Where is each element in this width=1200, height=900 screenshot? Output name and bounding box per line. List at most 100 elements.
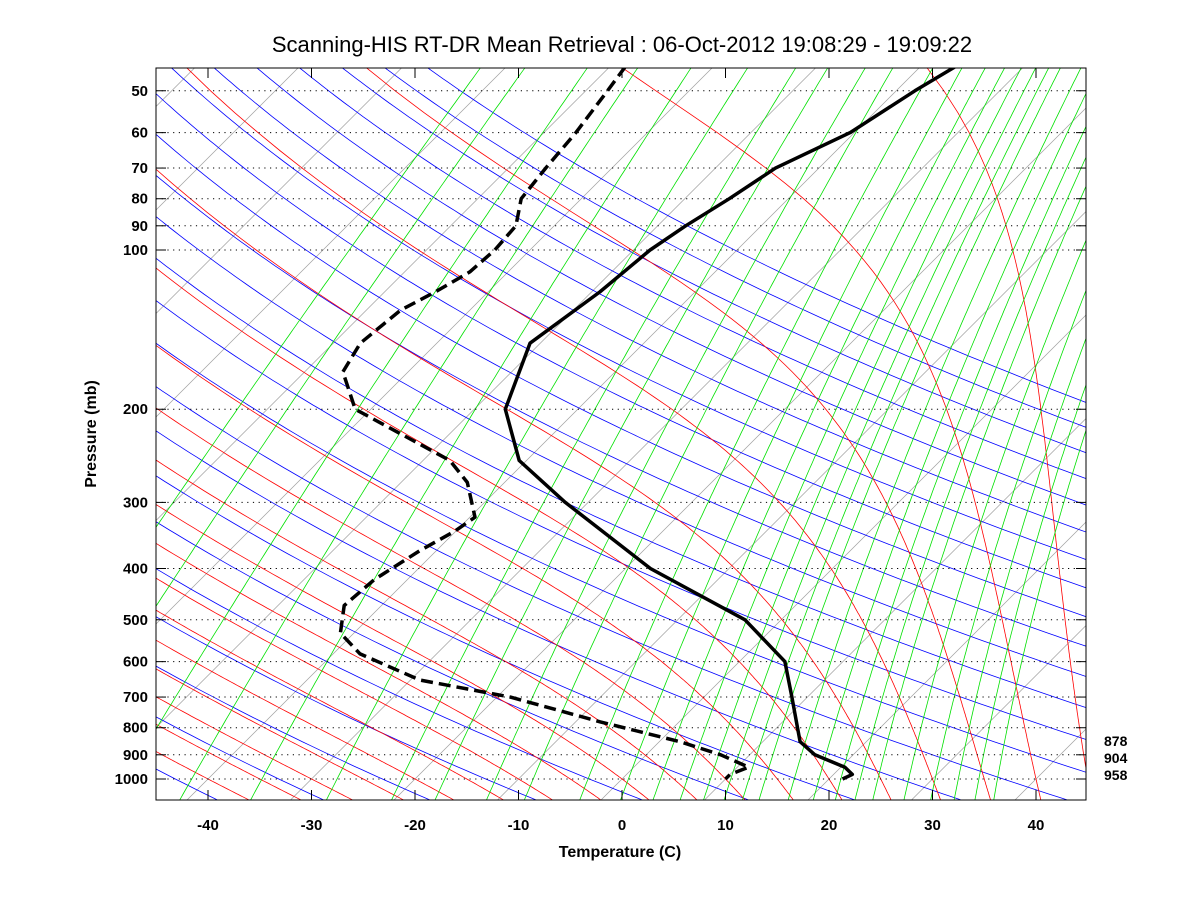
dry-adiabat-line xyxy=(156,521,750,800)
y-tick-label: 50 xyxy=(131,83,148,100)
side-level-label: 878 xyxy=(1104,733,1128,749)
x-tick-label: -40 xyxy=(197,817,219,834)
moist-adiabat-line xyxy=(1181,67,1200,801)
plot-frame xyxy=(155,67,1087,801)
mixing-ratio-line xyxy=(993,429,1086,800)
isotherm-line xyxy=(600,314,1086,800)
mixing-ratio-line xyxy=(974,383,1086,800)
moist-adiabat-line xyxy=(156,609,505,800)
mixing-ratio-line xyxy=(787,68,1082,800)
dry-adiabat-line xyxy=(299,68,1086,480)
mixing-ratio-line xyxy=(156,68,481,528)
moist-adiabat-line xyxy=(156,668,405,800)
mixing-ratio-line xyxy=(523,68,894,800)
isotherm-line xyxy=(911,625,1086,800)
isotherm-line xyxy=(156,68,609,521)
dry-adiabat-line xyxy=(156,475,857,800)
mixing-ratio-line xyxy=(872,185,1086,800)
dry-adiabat-line xyxy=(256,68,1086,506)
axis-ticks: 5060708090100200300400500600700800900100… xyxy=(115,68,1086,834)
x-tick-label: -20 xyxy=(404,817,426,834)
isotherm-line xyxy=(156,68,299,211)
y-tick-label: 700 xyxy=(123,689,148,706)
moist-adiabat-line xyxy=(156,168,892,800)
y-tick-label: 300 xyxy=(123,494,148,511)
moist-adiabat-line xyxy=(156,751,250,800)
isotherm-line xyxy=(393,107,1086,800)
y-tick-label: 800 xyxy=(123,720,148,737)
mixing-ratio-line xyxy=(903,239,1086,800)
moist-adiabat-line xyxy=(156,723,302,800)
pressure-gridlines xyxy=(156,90,1086,780)
dry-adiabat-line xyxy=(156,430,963,800)
y-tick-label: 90 xyxy=(131,218,148,235)
mixing-ratio-line xyxy=(391,68,797,800)
y-tick-label: 900 xyxy=(123,747,148,764)
mixing-ratio-line xyxy=(179,68,639,800)
dry-adiabat-line xyxy=(156,342,1086,773)
dry-adiabat-line xyxy=(156,768,219,800)
mixing-ratio-line xyxy=(854,156,1086,800)
x-tick-label: 10 xyxy=(717,817,734,834)
mixing-ratio-line xyxy=(723,68,1037,800)
dry-adiabat-line xyxy=(213,68,1086,533)
dry-adiabat-line xyxy=(156,386,1069,800)
mixing-ratio-line xyxy=(579,68,934,800)
moist-adiabat-line xyxy=(156,639,455,800)
mixing-ratio-line xyxy=(325,68,749,800)
moist-adiabat-line xyxy=(926,68,1086,771)
moist-adiabat-line xyxy=(156,504,650,800)
moist-adiabat-line xyxy=(186,68,941,800)
isotherm-line xyxy=(0,40,120,801)
mixing-ratio-line xyxy=(620,68,963,800)
y-tick-label: 500 xyxy=(123,612,148,629)
moist-adiabat-line xyxy=(156,344,794,800)
mixing-ratio-line xyxy=(758,68,1061,800)
moist-adiabat-line xyxy=(156,459,698,800)
mixing-ratio-line xyxy=(953,337,1086,800)
x-tick-label: -10 xyxy=(508,817,530,834)
side-level-label: 958 xyxy=(1104,767,1128,783)
moist-adiabat-line xyxy=(156,542,602,800)
isotherm-line xyxy=(704,418,1086,800)
dry-adiabat-line xyxy=(156,300,1086,740)
moist-adiabat-line xyxy=(156,696,354,800)
dry-adiabat-line xyxy=(341,68,1086,454)
y-tick-label: 1000 xyxy=(115,771,148,788)
dry-adiabat-line xyxy=(156,665,431,800)
dry-adiabat-line xyxy=(427,68,1086,403)
dry-adiabat-line xyxy=(156,133,1086,618)
x-tick-label: 0 xyxy=(618,817,626,834)
y-tick-label: 100 xyxy=(123,242,148,259)
x-tick-label: 40 xyxy=(1028,817,1045,834)
isotherm-line xyxy=(156,68,402,314)
moist-adiabat-line xyxy=(156,407,746,800)
mixing-ratio-line xyxy=(741,68,1050,800)
isotherm-line xyxy=(156,68,816,728)
mixing-ratio-line xyxy=(250,68,692,800)
isotherm-line xyxy=(156,68,506,418)
x-tick-label: -30 xyxy=(301,817,323,834)
dry-adiabat-line xyxy=(156,716,325,800)
dry-adiabat-line xyxy=(171,68,1086,560)
dry-adiabat-line xyxy=(156,174,1086,647)
y-tick-label: 80 xyxy=(131,191,148,208)
mixing-ratio-line xyxy=(156,68,588,730)
x-axis-label: Temperature (C) xyxy=(559,844,681,861)
dry-adiabat-line xyxy=(156,568,644,800)
dry-adiabat-line xyxy=(156,216,1086,677)
mixing-ratio-line xyxy=(486,68,866,800)
mixing-ratio-line xyxy=(156,68,526,607)
x-tick-label: 30 xyxy=(924,817,941,834)
y-axis-label: Pressure (mb) xyxy=(83,380,100,488)
isotherm-line xyxy=(156,68,713,625)
moist-adiabat-line xyxy=(156,267,843,800)
dewpoint-profile-line xyxy=(338,68,751,781)
profiles xyxy=(338,68,957,781)
moist-adiabat-line xyxy=(621,68,1042,800)
isotherm-line xyxy=(497,211,1086,800)
mixing-ratio-line xyxy=(930,289,1086,800)
moist-adiabat-line xyxy=(1116,67,1143,801)
